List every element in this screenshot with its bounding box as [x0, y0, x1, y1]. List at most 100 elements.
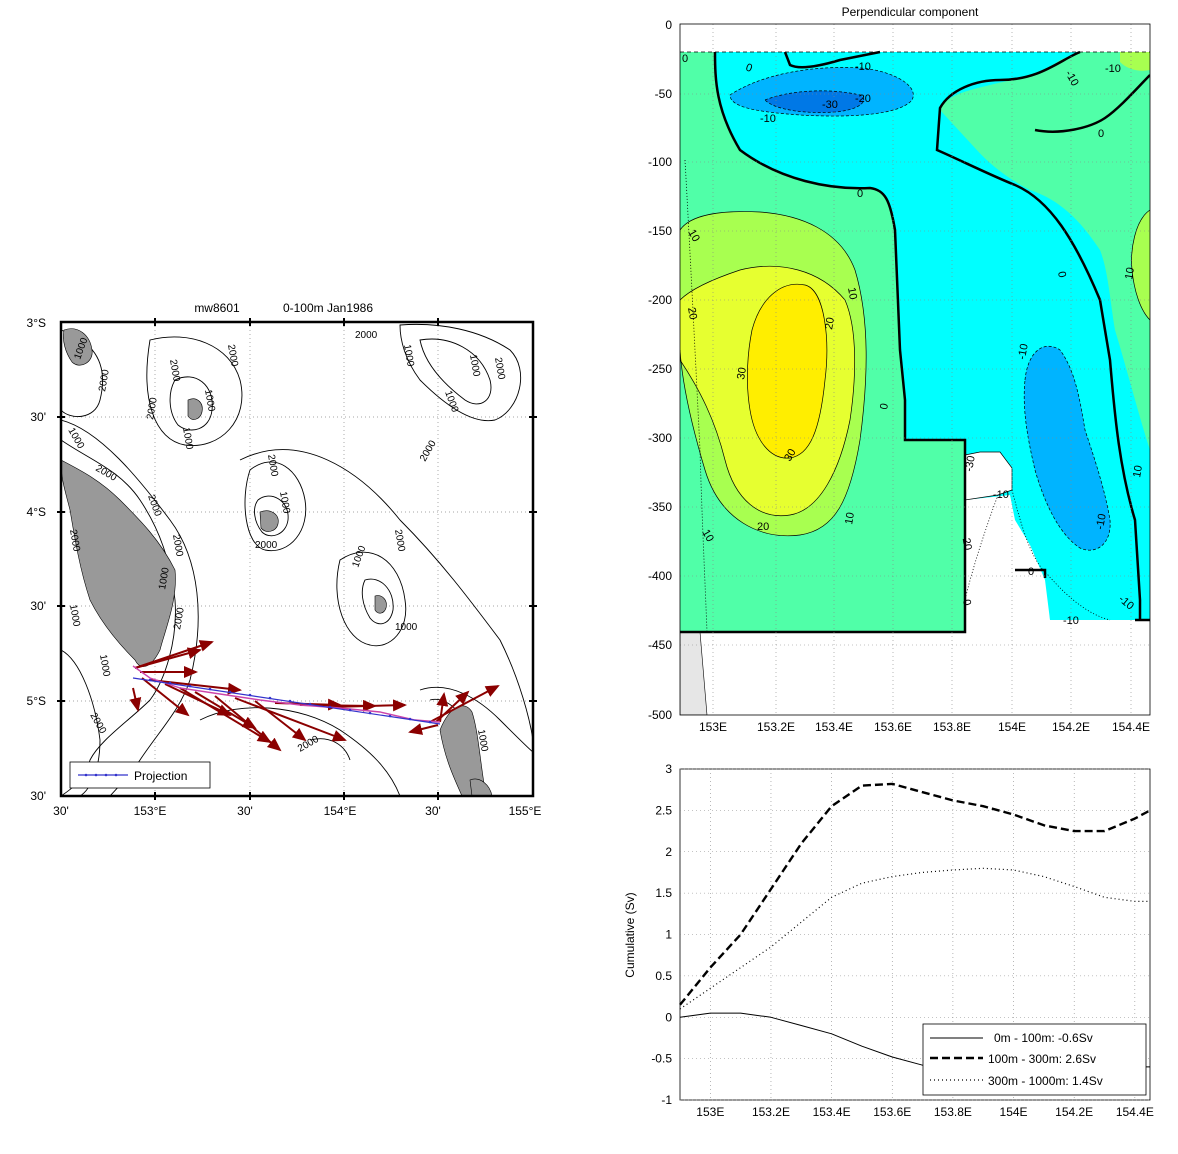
- lat-tick-label: 30': [30, 410, 46, 424]
- section-contour-label: 10: [699, 528, 716, 545]
- lat-tick-label: 4°S: [27, 505, 46, 519]
- section-x-tick: 153.4E: [815, 720, 853, 734]
- island-small-2: [259, 510, 279, 532]
- island-small-1: [187, 398, 203, 420]
- section-y-tick: -50: [655, 87, 673, 101]
- map-contour-label: 1000: [475, 729, 490, 753]
- cumulative-y-tick: 0: [665, 1010, 672, 1024]
- island-se: [469, 778, 493, 796]
- section-y-ticks: 0 -50 -100 -150 -200 -250 -300 -350 -400…: [648, 18, 672, 722]
- lon-tick-label: 154°E: [324, 804, 357, 818]
- cumulative-y-tick: 1.5: [655, 886, 672, 900]
- section-contour-label: -30: [963, 455, 978, 473]
- section-contour-label: 30: [782, 447, 799, 464]
- cumulative-x-tick: 153.6E: [873, 1105, 911, 1119]
- cumulative-y-tick: -0.5: [651, 1052, 672, 1066]
- cumulative-x-tick: 154.2E: [1055, 1105, 1093, 1119]
- map-contour-label: 1000: [180, 427, 195, 451]
- map-contour-label: 2000: [170, 534, 185, 558]
- map-lat-ticks: 3°S 30' 4°S 30' 5°S 30': [27, 316, 46, 803]
- lon-tick-label: 30': [53, 804, 69, 818]
- section-y-tick: -500: [648, 708, 672, 722]
- map-lon-ticks: 30' 153°E 30' 154°E 30' 155°E: [53, 804, 541, 818]
- island-small-3: [374, 595, 387, 614]
- section-y-tick: -250: [648, 362, 672, 376]
- map-contour-label: 2000: [255, 540, 278, 551]
- section-y-tick: -150: [648, 224, 672, 238]
- map-contour-label: 2000: [167, 359, 182, 383]
- section-x-tick: 153.8E: [933, 720, 971, 734]
- section-x-tick: 153.2E: [757, 720, 795, 734]
- section-contour-label: 30: [735, 366, 749, 380]
- island-nw: [63, 328, 93, 366]
- cumulative-series-line-3: [679, 867, 1150, 1010]
- map-contour-label: 2000: [172, 606, 187, 630]
- section-x-tick: 153.6E: [874, 720, 912, 734]
- section-y-tick: -100: [648, 155, 672, 169]
- cumulative-x-tick: 154.4E: [1116, 1105, 1154, 1119]
- map-contour-label: 1000: [277, 491, 292, 515]
- map-contour-label: 2000: [225, 344, 240, 368]
- section-contour-label: 20: [757, 521, 769, 533]
- section-contour-label: 0: [1028, 566, 1034, 578]
- lon-tick-label: 30': [237, 804, 253, 818]
- map-contour-label: 2000: [67, 529, 82, 553]
- section-contour-label: 10: [843, 511, 857, 525]
- cumulative-y-tick: -1: [661, 1093, 672, 1107]
- section-contour-label: -10: [1105, 63, 1121, 75]
- map-contour-label: 1000: [395, 622, 418, 633]
- map-contour-label: 2000: [392, 529, 407, 553]
- legend-series-3: 300m - 1000m: 1.4Sv: [988, 1074, 1103, 1088]
- section-panel: Perpendicular component: [648, 5, 1151, 734]
- section-x-tick: 154.2E: [1052, 720, 1090, 734]
- section-contour-label: -10: [855, 61, 871, 73]
- cumulative-x-tick: 153.2E: [752, 1105, 790, 1119]
- section-title: Perpendicular component: [842, 5, 979, 19]
- section-y-tick: -450: [648, 638, 672, 652]
- section-contour-label: 10: [1131, 464, 1145, 478]
- lat-tick-label: 30': [30, 789, 46, 803]
- map-contour-label: 1000: [401, 344, 416, 368]
- section-x-tick: 154E: [998, 720, 1026, 734]
- lon-tick-label: 153°E: [134, 804, 167, 818]
- cumulative-y-tick: 3: [665, 762, 672, 776]
- cumulative-x-tick: 153E: [696, 1105, 724, 1119]
- projection-line: [132, 665, 441, 725]
- map-contour-label: 1000: [157, 566, 172, 590]
- section-contour-label: 0: [857, 188, 863, 200]
- section-contour-label: 0: [682, 53, 688, 65]
- land-masses: [61, 328, 493, 796]
- section-contour-label: 0: [878, 402, 891, 410]
- lon-tick-label: 155°E: [509, 804, 542, 818]
- section-x-ticks: 153E 153.2E 153.4E 153.6E 153.8E 154E 15…: [699, 720, 1150, 734]
- map-frame: [59, 320, 535, 798]
- section-contour-label: -20: [855, 93, 871, 105]
- section-contour-label: 0: [1055, 270, 1068, 278]
- bathymetry-contours: [61, 324, 533, 796]
- lon-tick-label: 30': [425, 804, 441, 818]
- section-frame: [679, 23, 1151, 716]
- cumulative-x-tick: 153.8E: [934, 1105, 972, 1119]
- section-contour-label: -10: [760, 113, 776, 125]
- section-contour-label: 10: [1123, 266, 1137, 280]
- map-contour-label: 1000: [467, 354, 482, 378]
- section-contour-label: -20: [959, 533, 974, 551]
- section-contour-label: -10: [1094, 513, 1109, 531]
- section-y-tick: 0: [665, 18, 672, 32]
- section-contour-label: -10: [1016, 343, 1031, 361]
- section-contour-label: -10: [993, 489, 1009, 501]
- cumulative-ylabel: Cumulative (Sv): [623, 892, 637, 977]
- cumulative-legend: 0m - 100m: -0.6Sv 100m - 300m: 2.6Sv 300…: [922, 1023, 1147, 1096]
- legend-series-1: 0m - 100m: -0.6Sv: [994, 1031, 1093, 1045]
- legend-projection-label: Projection: [134, 769, 187, 783]
- cumulative-x-ticks: 153E 153.2E 153.4E 153.6E 153.8E 154E 154.2E 15…: [696, 1105, 1154, 1119]
- map-title-left: mw8601: [194, 301, 240, 315]
- section-contour-label: 20: [823, 316, 837, 330]
- section-contour-label: -10: [1063, 615, 1079, 627]
- lat-tick-label: 30': [30, 599, 46, 613]
- map-frame-ticks: [57, 318, 537, 800]
- map-legend: Projection: [69, 761, 211, 789]
- section-x-tick: 154.4E: [1112, 720, 1150, 734]
- map-contour-label: 2000: [355, 330, 378, 341]
